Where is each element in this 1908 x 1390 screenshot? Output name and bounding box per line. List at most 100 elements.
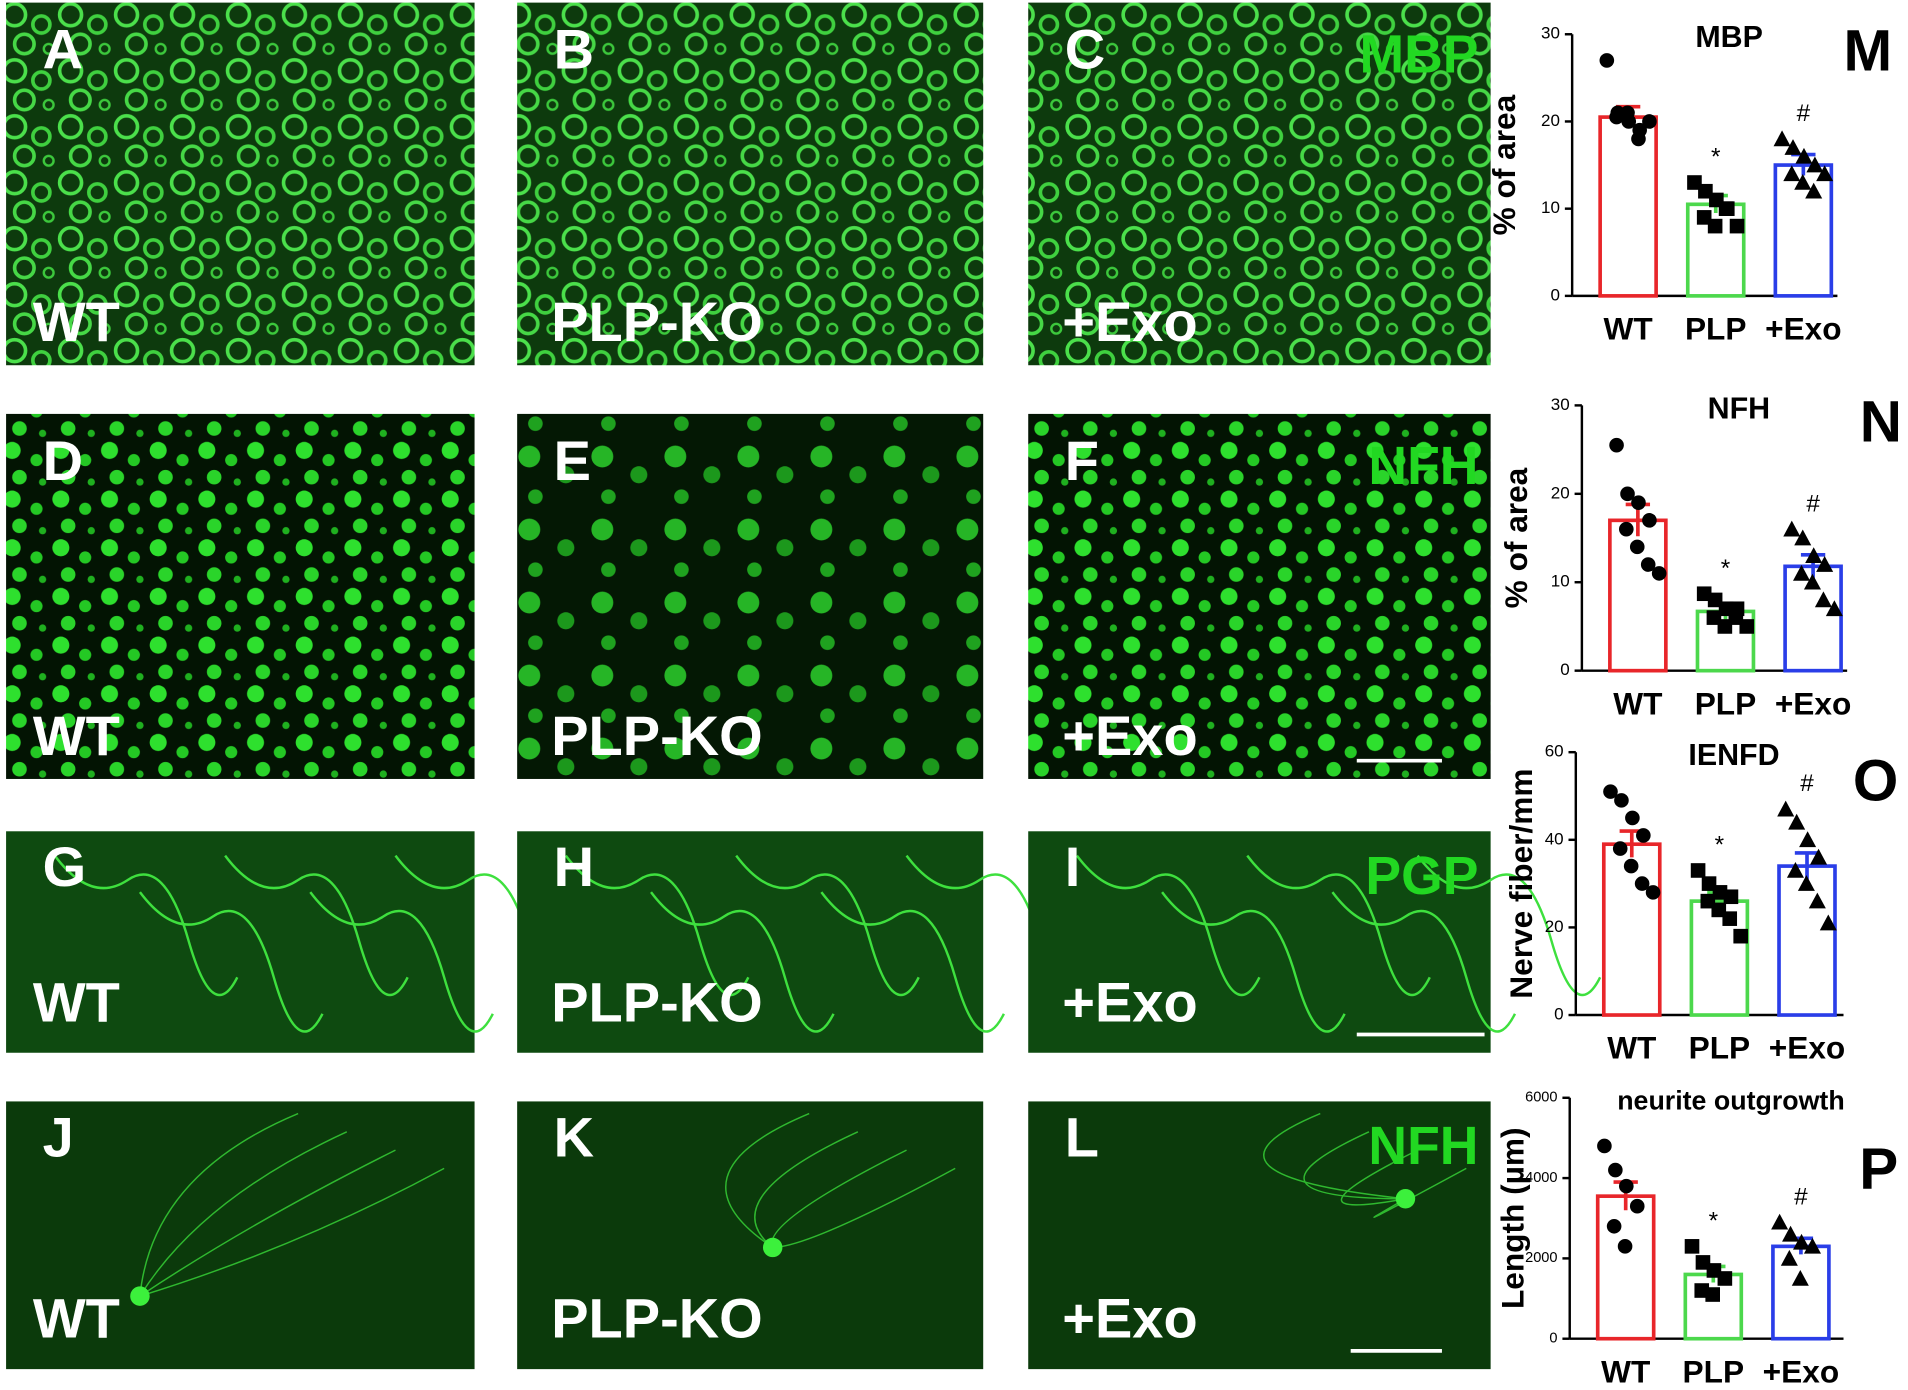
- data-point: [1773, 130, 1791, 147]
- neurite: [1373, 1167, 1467, 1218]
- data-point: [1799, 831, 1817, 848]
- group-label: +Exo: [1062, 1287, 1197, 1350]
- micrograph-image: [6, 2, 475, 366]
- data-point: [1739, 619, 1755, 634]
- data-point: [1629, 1198, 1645, 1214]
- nerve-fiber: [735, 854, 920, 997]
- y-tick-label: 0: [1551, 285, 1560, 304]
- panel-letter: A: [43, 18, 83, 81]
- data-point: [1603, 784, 1618, 799]
- y-tick-label: 30: [1551, 395, 1570, 414]
- micrograph: C +Exo MBP: [1028, 2, 1491, 366]
- group-label: WT: [33, 704, 120, 767]
- significance-mark: *: [1721, 555, 1731, 582]
- neurite: [139, 1112, 299, 1297]
- chart-title: IENFD: [1688, 738, 1779, 772]
- data-point: [1777, 800, 1795, 817]
- neurite: [772, 1167, 956, 1249]
- data-point: [1794, 529, 1812, 546]
- data-point: [1810, 848, 1828, 865]
- x-tick-label: +Exo: [1763, 1353, 1839, 1389]
- neurite: [725, 1112, 810, 1249]
- panel-letter: E: [554, 429, 591, 492]
- x-tick-label: +Exo: [1775, 685, 1851, 721]
- significance-mark: #: [1800, 770, 1814, 797]
- data-point: [1806, 156, 1824, 173]
- panel-letter: F: [1065, 429, 1099, 492]
- significance-mark: #: [1806, 490, 1820, 517]
- y-tick-label: 0: [1560, 660, 1569, 679]
- x-tick-label: WT: [1601, 1353, 1650, 1389]
- panel-letter: D: [43, 429, 83, 492]
- significance-mark: *: [1715, 832, 1725, 859]
- significance-mark: #: [1797, 100, 1811, 127]
- micrograph: F +Exo NFH: [1028, 413, 1491, 779]
- data-point: [1819, 914, 1837, 931]
- y-tick-label: 40: [1545, 829, 1564, 848]
- data-point: [1629, 539, 1645, 555]
- micrograph-image: [517, 2, 984, 366]
- data-point: [1803, 1237, 1821, 1254]
- data-point: [1634, 876, 1650, 891]
- micrograph: A WT: [6, 2, 475, 366]
- data-point: [1619, 1178, 1634, 1194]
- nerve-fiber: [1331, 891, 1517, 1033]
- nerve-fiber: [224, 854, 409, 997]
- data-point: [1707, 218, 1723, 234]
- neurite: [139, 1167, 445, 1297]
- data-point: [1733, 928, 1748, 944]
- x-tick-label: PLP: [1683, 1353, 1745, 1389]
- bar-chart: 0 20 40 60 Nerve fiber/mm IENFD O WT PLP * +Exo #: [1503, 738, 1898, 1066]
- micrograph: J WT: [6, 1101, 475, 1370]
- y-axis-label: % of area: [1498, 467, 1534, 608]
- data-point: [1651, 566, 1667, 581]
- y-tick-label: 10: [1541, 198, 1560, 217]
- bar-chart: 0 10 20 30 % of area MBP M WT PLP * +Exo #: [1486, 18, 1892, 346]
- bar: [1598, 115, 1658, 298]
- nerve-fiber: [564, 854, 750, 997]
- y-tick-label: 20: [1545, 917, 1564, 936]
- data-point: [1705, 1287, 1720, 1302]
- micrograph: D WT: [6, 413, 475, 779]
- panel-letter: L: [1065, 1105, 1099, 1168]
- significance-mark: *: [1709, 1207, 1719, 1234]
- data-point: [1645, 885, 1661, 900]
- data-point: [1722, 911, 1738, 926]
- cell-body: [130, 1286, 150, 1306]
- data-point: [1690, 863, 1706, 878]
- data-point: [1816, 165, 1834, 182]
- bar-chart: 0 2000 4000 6000 Length (µm) neurite outgrowt…: [1494, 1086, 1898, 1390]
- x-tick-label: WT: [1604, 311, 1653, 347]
- x-tick-label: PLP: [1695, 685, 1757, 721]
- micrograph: H PLP-KO: [517, 831, 1091, 1053]
- group-label: WT: [33, 290, 120, 353]
- stain-label: NFH: [1368, 437, 1478, 496]
- data-point: [1718, 201, 1734, 216]
- y-axis-label: % of area: [1486, 94, 1522, 235]
- data-point: [1788, 813, 1806, 830]
- stain-label: NFH: [1368, 1117, 1478, 1176]
- stain-label: PGP: [1365, 847, 1478, 906]
- data-point: [1825, 600, 1843, 617]
- data-point: [1782, 1225, 1800, 1242]
- nerve-fiber: [309, 891, 494, 1033]
- data-point: [1805, 182, 1823, 199]
- bar: [1689, 899, 1750, 1017]
- x-tick-label: PLP: [1685, 311, 1747, 347]
- micrograph-image: [1028, 1101, 1491, 1370]
- data-point: [1599, 53, 1615, 68]
- group-label: +Exo: [1062, 290, 1197, 353]
- y-tick-label: 2000: [1525, 1250, 1557, 1266]
- micrograph-image: [6, 413, 475, 779]
- data-point: [1723, 889, 1739, 905]
- group-label: PLP-KO: [551, 1287, 762, 1350]
- chart-title: neurite outgrowth: [1617, 1086, 1844, 1116]
- panel-letter: G: [43, 835, 87, 898]
- y-axis-label: Length (µm): [1494, 1127, 1530, 1309]
- neurite: [1263, 1112, 1406, 1200]
- data-point: [1640, 557, 1656, 572]
- data-point: [1784, 139, 1802, 155]
- data-point: [1631, 495, 1646, 510]
- chart-title: NFH: [1708, 391, 1771, 425]
